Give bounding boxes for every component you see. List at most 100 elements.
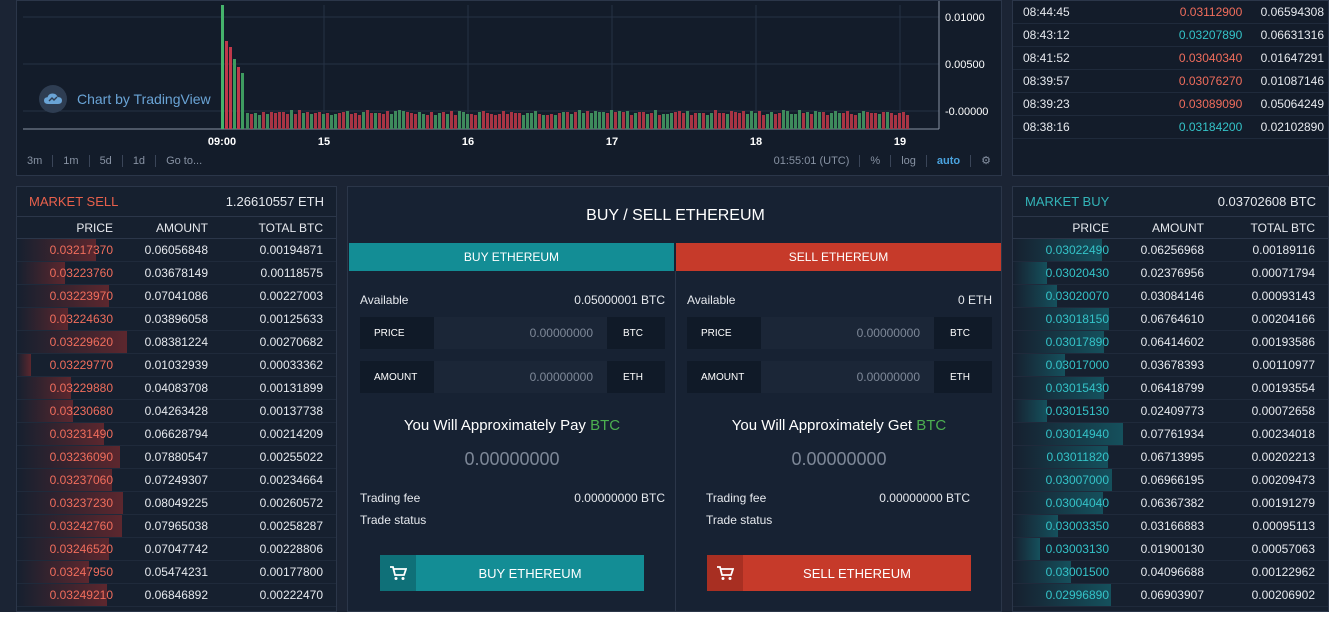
order-row[interactable]: 0.03011820 0.06713995 0.00202213 [1013, 446, 1328, 469]
auto-scale-button[interactable]: auto [927, 155, 972, 167]
order-row[interactable]: 0.03246520 0.07047742 0.00228806 [17, 538, 336, 561]
volume-bar [390, 114, 393, 129]
order-row[interactable]: 0.03020070 0.03084146 0.00093143 [1013, 285, 1328, 308]
order-row[interactable]: 0.03249210 0.06846892 0.00222470 [17, 584, 336, 607]
order-price: 0.03247950 [49, 565, 113, 579]
order-row[interactable]: 0.03223760 0.03678149 0.00118575 [17, 262, 336, 285]
chart-toolbar: 3m 1m 5d 1d Go to... 01:55:01 (UTC) % lo… [17, 149, 1001, 173]
sell-price-input[interactable]: 0.00000000 [761, 317, 934, 349]
order-row[interactable]: 0.03229880 0.04083708 0.00131899 [17, 377, 336, 400]
order-total: 0.00131899 [259, 381, 323, 395]
buy-fee-value: 0.00000000 BTC [574, 491, 665, 505]
order-price: 0.03236090 [49, 450, 113, 464]
order-row[interactable]: 0.03231490 0.06628794 0.00214209 [17, 423, 336, 446]
tab-sell-ethereum[interactable]: SELL ETHEREUM [676, 243, 1001, 271]
chart-settings-icon[interactable]: ⚙ [981, 155, 991, 167]
trade-row: 08:39:57 0.03076270 0.01087146 [1013, 70, 1328, 93]
order-price: 0.03230680 [49, 404, 113, 418]
depth-bar [1013, 515, 1058, 537]
buy-approx-currency: BTC [590, 417, 621, 434]
order-row[interactable]: 0.03022490 0.06256968 0.00189116 [1013, 239, 1328, 262]
order-row[interactable]: 0.03224630 0.03896058 0.00125633 [17, 308, 336, 331]
volume-bar [750, 111, 753, 129]
depth-bar [17, 262, 65, 284]
order-total: 0.00125633 [259, 312, 323, 326]
x-tick-label: 09:00 [208, 136, 236, 148]
order-row[interactable]: 0.03015430 0.06418799 0.00193554 [1013, 377, 1328, 400]
order-price: 0.03011820 [1046, 450, 1109, 464]
order-row[interactable]: 0.03247950 0.05474231 0.00177800 [17, 561, 336, 584]
order-amount: 0.07880547 [144, 450, 208, 464]
sell-ethereum-button[interactable]: SELL ETHEREUM [707, 555, 971, 591]
order-amount: 0.06414602 [1140, 335, 1204, 349]
order-row[interactable]: 0.03237060 0.07249307 0.00234664 [17, 469, 336, 492]
interval-5d-button[interactable]: 5d [90, 155, 123, 167]
volume-bar [638, 112, 641, 129]
tab-buy-ethereum[interactable]: BUY ETHEREUM [349, 243, 674, 271]
order-row[interactable]: 0.03223970 0.07041086 0.00227003 [17, 285, 336, 308]
volume-bar [602, 112, 605, 129]
depth-bar [17, 354, 31, 376]
tradingview-badge[interactable]: Chart by TradingView [39, 85, 211, 113]
order-row[interactable]: 0.03236090 0.07880547 0.00255022 [17, 446, 336, 469]
price-chart-panel[interactable]: 0.01000 0.00500 -0.00000 09:00 15 16 17 18 19 Ch… [16, 0, 1002, 176]
order-row[interactable]: 0.03242760 0.07965038 0.00258287 [17, 515, 336, 538]
order-row[interactable]: 0.03018150 0.06764610 0.00204166 [1013, 308, 1328, 331]
log-scale-button[interactable]: log [891, 155, 927, 167]
depth-bar [17, 538, 109, 560]
volume-bar [854, 115, 857, 129]
order-row[interactable]: 0.03004040 0.06367382 0.00191279 [1013, 492, 1328, 515]
order-row[interactable]: 0.03229620 0.08381224 0.00270682 [17, 331, 336, 354]
volume-bar [734, 112, 737, 129]
order-amount: 0.07041086 [144, 289, 208, 303]
order-row[interactable]: 0.03017000 0.03678393 0.00110977 [1013, 354, 1328, 377]
order-amount: 0.06056848 [144, 243, 208, 257]
order-total: 0.00258287 [259, 519, 323, 533]
volume-bar [510, 112, 513, 129]
order-price: 0.03224630 [49, 312, 113, 326]
order-total: 0.00234018 [1251, 427, 1315, 441]
volume-bar [574, 112, 577, 129]
volume-bar [566, 112, 569, 129]
interval-1d-button[interactable]: 1d [123, 155, 157, 167]
buy-ethereum-button[interactable]: BUY ETHEREUM [380, 555, 644, 591]
depth-bar [17, 331, 127, 353]
volume-bar [666, 114, 669, 129]
order-row[interactable]: 0.03003350 0.03166883 0.00095113 [1013, 515, 1328, 538]
order-row[interactable]: 0.03014940 0.07761934 0.00234018 [1013, 423, 1328, 446]
volume-bar [502, 111, 505, 129]
order-row[interactable]: 0.02996890 0.06903907 0.00206902 [1013, 584, 1328, 607]
sell-amount-input[interactable]: 0.00000000 [761, 361, 934, 393]
volume-bar [714, 110, 717, 129]
volume-bar [598, 112, 601, 129]
volume-bar [846, 111, 849, 129]
order-row[interactable]: 0.03015130 0.02409773 0.00072658 [1013, 400, 1328, 423]
volume-bar [354, 113, 357, 129]
buy-amount-input[interactable]: 0.00000000 [434, 361, 607, 393]
volume-bar [486, 113, 489, 129]
percent-scale-button[interactable]: % [860, 155, 892, 167]
order-row[interactable]: 0.03001500 0.04096688 0.00122962 [1013, 561, 1328, 584]
order-row[interactable]: 0.03217370 0.06056848 0.00194871 [17, 239, 336, 262]
order-row[interactable]: 0.03229770 0.01032939 0.00033362 [17, 354, 336, 377]
order-row[interactable]: 0.03237230 0.08049225 0.00260572 [17, 492, 336, 515]
goto-button[interactable]: Go to... [166, 155, 203, 167]
volume-chart[interactable]: 0.01000 0.00500 -0.00000 09:00 15 16 17 18 19 [17, 1, 1001, 151]
depth-bar [17, 515, 122, 537]
order-row[interactable]: 0.03017890 0.06414602 0.00193586 [1013, 331, 1328, 354]
interval-1m-button[interactable]: 1m [53, 155, 90, 167]
buy-price-input[interactable]: 0.00000000 [434, 317, 607, 349]
depth-bar [17, 561, 89, 583]
sell-amount-unit: ETH [934, 361, 992, 393]
order-row[interactable]: 0.03020430 0.02376956 0.00071794 [1013, 262, 1328, 285]
volume-bar [482, 111, 485, 129]
market-sell-book: MARKET SELL 1.26610557 ETH PRICE AMOUNT … [16, 186, 337, 612]
interval-3m-button[interactable]: 3m [17, 155, 54, 167]
volume-bar [898, 113, 901, 129]
order-row[interactable]: 0.03230680 0.04263428 0.00137738 [17, 400, 336, 423]
depth-bar [1013, 423, 1123, 445]
order-row[interactable]: 0.03007000 0.06966195 0.00209473 [1013, 469, 1328, 492]
order-row[interactable]: 0.03003130 0.01900130 0.00057063 [1013, 538, 1328, 561]
volume-bar [686, 111, 689, 129]
order-total: 0.00228806 [259, 542, 323, 556]
